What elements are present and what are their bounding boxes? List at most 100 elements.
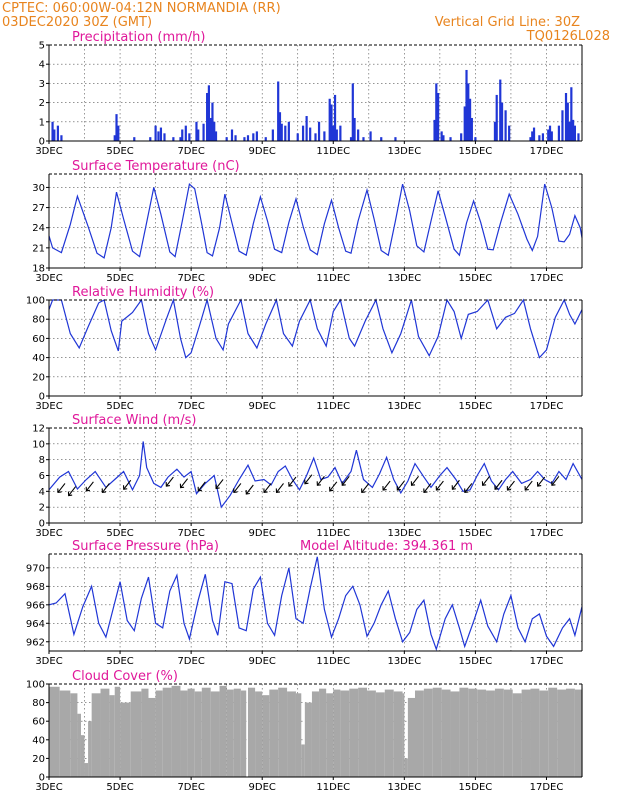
panel-title: Cloud Cover (%) (72, 669, 178, 684)
x-tick-label: 13DEC (387, 273, 421, 284)
cloud-bar (423, 688, 433, 777)
precip-bar (349, 137, 353, 141)
x-tick-label: 5DEC (106, 656, 133, 667)
precip-bar (369, 131, 372, 141)
wind-arrow (423, 483, 432, 493)
wind-arrow (215, 479, 224, 489)
precip-bar (493, 121, 497, 141)
cloud-bar (349, 688, 359, 777)
cloud-bar (201, 687, 211, 777)
wind-arrow (304, 474, 313, 485)
x-tick-label: 3DEC (35, 528, 62, 539)
precip-bar (149, 137, 152, 141)
cloud-bar (262, 695, 270, 777)
precip-bar (181, 129, 184, 141)
precip-bar (206, 93, 209, 141)
cloud-bar (77, 713, 81, 777)
precip-bar (449, 137, 452, 141)
y-tick-label: 30 (32, 183, 45, 194)
cloud-bar (187, 688, 195, 777)
wind-arrowhead (329, 486, 334, 492)
cloud-bar (512, 693, 522, 777)
cloud-bar (100, 688, 110, 777)
header-model: TQ0126L028 (526, 29, 610, 44)
wind-arrowhead (233, 488, 238, 494)
wind-arrowhead (215, 484, 220, 490)
precip-bar (207, 85, 210, 141)
precip-bar (468, 98, 472, 141)
precip-bar (305, 116, 308, 141)
wind-arrow (341, 475, 350, 486)
precip-bar (577, 133, 580, 141)
precip-bar (547, 129, 550, 141)
precip-bar (115, 114, 118, 141)
header-location: CPTEC: 060:00W-04:12N NORMANDIA (RR) (2, 1, 281, 16)
precip-bar (154, 125, 157, 141)
cloud-bar (130, 691, 142, 777)
wind-arrow (276, 483, 284, 493)
cloud-bar (459, 687, 469, 777)
cloud-bar (333, 689, 341, 777)
precip-bar (264, 137, 267, 141)
wind-arrowhead (361, 488, 366, 494)
wind-arrow (361, 483, 370, 493)
precip-bar (296, 133, 299, 141)
cloud-bar (155, 690, 163, 777)
cloud-bar (367, 690, 376, 777)
precip-bar (332, 125, 335, 141)
precip-bar (566, 102, 569, 141)
precip-bar (202, 123, 205, 141)
x-tick-label: 17DEC (530, 401, 564, 412)
y-tick-label: 10 (32, 439, 45, 450)
wind-arrowhead (122, 485, 128, 490)
y-tick-label: 4 (39, 60, 45, 71)
precip-bar (51, 121, 54, 141)
wind-arrowhead (197, 486, 202, 492)
cloud-bar (120, 702, 131, 777)
precip-bar (499, 79, 502, 141)
wind-arrowhead (85, 486, 90, 492)
x-tick-label: 9DEC (249, 146, 276, 157)
y-tick-label: 100 (26, 296, 45, 307)
wind-arrowhead (494, 485, 499, 490)
cloud-bar (539, 690, 549, 777)
wind-arrow (464, 483, 473, 493)
wind-arrow (233, 483, 242, 493)
pressure-line (48, 556, 583, 652)
cloud-bar (441, 689, 451, 777)
precip-bar (317, 121, 321, 141)
panel-5: 962 964 966 968 970 3DEC 5DEC 7DEC 9DEC 11DEC 13DE… (26, 539, 583, 667)
cloud-bar (450, 691, 460, 777)
precip-bar (133, 137, 136, 141)
wind-arrow (101, 483, 110, 493)
cloud-bar (340, 690, 350, 777)
wind-arrow (435, 480, 444, 491)
precip-bar (357, 129, 360, 141)
cloud-bar (255, 691, 263, 777)
wind-arrow (165, 476, 174, 487)
precip-bar (531, 131, 534, 141)
y-tick-label: 0 (39, 392, 45, 403)
panel-4: 0 2 4 6 8 10 12 3DEC 5DEC 7DEC 9DEC 11DEC 13DEC 15DEC… (32, 413, 583, 539)
x-tick-label: 13DEC (387, 146, 421, 157)
cloud-bar (233, 688, 241, 777)
precip-bar (179, 137, 182, 141)
wind-arrow (524, 480, 533, 491)
cloud-bar (247, 687, 256, 777)
precip-bar (159, 127, 163, 141)
precip-bar (557, 125, 561, 141)
wind-arrow (551, 475, 560, 486)
wind-arrowhead (551, 481, 556, 486)
y-tick-label: 12 (32, 424, 45, 435)
x-tick-label: 5DEC (106, 273, 133, 284)
precip-bar (252, 133, 255, 141)
precip-bar (470, 117, 473, 141)
cloud-bar (548, 687, 558, 777)
precip-bar (284, 125, 287, 141)
x-tick-label: 17DEC (530, 528, 564, 539)
cloud-bar (521, 689, 531, 777)
cloud-bar (269, 689, 279, 777)
cloud-bar (278, 687, 288, 777)
precip-bar (314, 133, 317, 141)
x-tick-label: 17DEC (530, 146, 564, 157)
